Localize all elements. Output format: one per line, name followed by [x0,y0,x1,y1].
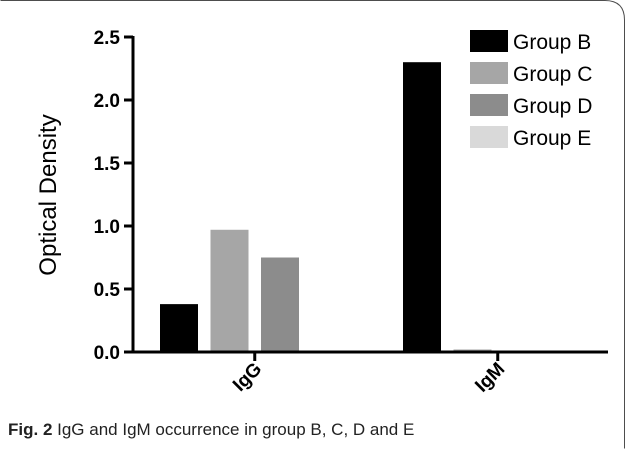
y-tick-label: 0.5 [94,280,121,301]
x-tick-label-igg: IgG [229,359,266,396]
bars-group [160,62,492,352]
x-tick-label-igm: IgM [471,359,509,397]
bar-group-d-igg [261,257,299,352]
y-tick-label: 2.5 [94,28,121,49]
bar-group-c-igg [210,229,249,352]
bar-group-b-igm [403,62,441,352]
legend-swatch-group-b [470,30,508,52]
legend-label-group-d: Group D [513,95,592,118]
legend-swatch-group-d [470,94,508,116]
legend: Group B Group C Group D Group E [470,30,592,150]
legend-swatch-group-e [470,126,508,148]
y-tick-label: 2.0 [94,91,120,112]
legend-label-group-c: Group C [513,63,592,86]
bar-group-b-igg [160,304,198,352]
caption-text: IgG and IgM occurrence in group B, C, D … [52,420,415,439]
y-axis-title: Optical Density [35,114,62,275]
legend-label-group-e: Group E [513,127,591,150]
legend-swatch-group-c [470,62,508,84]
figure-caption: Fig. 2 IgG and IgM occurrence in group B… [8,420,414,440]
legend-label-group-b: Group B [513,31,591,54]
y-tick-label: 1.5 [94,154,121,175]
y-tick-label: 1.0 [94,217,120,238]
caption-label: Fig. 2 [8,420,53,439]
y-tick-label: 0.0 [94,343,120,364]
